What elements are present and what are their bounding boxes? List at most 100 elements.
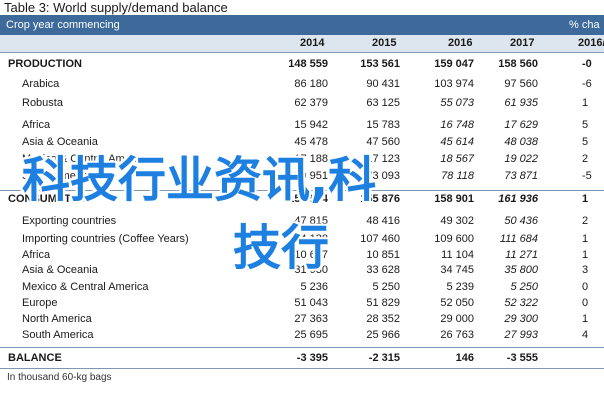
value-2014: 47 815 (294, 215, 328, 227)
row-label: South America (22, 329, 94, 341)
value-2014: 31 930 (294, 264, 328, 276)
value-2017: 61 935 (504, 97, 538, 109)
value-2017: 48 038 (504, 136, 538, 148)
value-2017: 19 022 (504, 153, 538, 165)
row-label: CONSUMPTION (8, 193, 91, 205)
value-2016: 18 567 (440, 153, 474, 165)
crop-year-label: Crop year commencing (6, 19, 120, 31)
value-2015: 63 125 (366, 97, 400, 109)
value-2016: 29 000 (440, 313, 474, 325)
value-2017: 29 300 (504, 313, 538, 325)
value-2015: 48 416 (366, 215, 400, 227)
value-2016: 49 302 (440, 215, 474, 227)
table-row: Africa 15 942 15 783 16 748 17 629 5 (0, 117, 604, 134)
value-2017: 17 629 (504, 119, 538, 131)
table-row: Mexico & Central America 17 188 17 123 1… (0, 151, 604, 168)
value-2014: 104 138 (288, 233, 328, 245)
value-2015: 33 628 (366, 264, 400, 276)
value-2015: 10 851 (366, 249, 400, 261)
table-row: Mexico & Central America 5 236 5 250 5 2… (0, 279, 604, 296)
row-label: Arabica (22, 78, 60, 90)
value-2016: 109 600 (434, 233, 474, 245)
value-2016: 26 763 (440, 329, 474, 341)
value-2017: 158 560 (498, 58, 538, 70)
footnote: In thousand 60-kg bags (7, 372, 112, 383)
value-2016: 159 047 (434, 58, 474, 70)
row-label: South America (22, 170, 94, 182)
table-row: North America 27 363 28 352 29 000 29 30… (0, 311, 604, 328)
value-2014: 86 180 (294, 78, 328, 90)
row-label: Asia & Oceania (22, 264, 98, 276)
value-2016: 5 239 (446, 281, 474, 293)
production-total-row: PRODUCTION 148 559 153 561 159 047 158 5… (0, 56, 604, 73)
value-pct: 2 (582, 215, 589, 227)
value-2015: 15 783 (366, 119, 400, 131)
value-2015: 25 966 (366, 329, 400, 341)
row-label: Asia & Oceania (22, 136, 98, 148)
value-2016: 78 118 (441, 170, 474, 182)
row-label: PRODUCTION (8, 58, 82, 70)
table-row: South America 69 951 73 093 78 118 73 87… (0, 168, 604, 185)
table-row: Asia & Oceania 45 478 47 560 45 614 48 0… (0, 134, 604, 151)
value-2016: 158 901 (434, 193, 474, 205)
value-2016: 52 050 (440, 297, 474, 309)
value-pct: 4 (582, 329, 589, 341)
value-2017: 111 684 (499, 233, 538, 245)
value-2016: 45 614 (440, 136, 474, 148)
value-2017: 73 871 (504, 170, 538, 182)
year-2014: 2014 (300, 37, 325, 49)
value-pct: 0 (582, 281, 589, 293)
table-row: South America 25 695 25 966 26 763 27 99… (0, 327, 604, 344)
table-row: Africa 10 687 10 851 11 104 11 271 1 (0, 247, 604, 264)
value-2014: 69 951 (294, 170, 328, 182)
year-2016: 2016 (448, 37, 473, 49)
value-pct: -0 (582, 58, 592, 70)
value-2017: 50 436 (504, 215, 538, 227)
value-2014: 45 478 (294, 136, 328, 148)
value-pct: 5 (582, 119, 589, 131)
value-2015: -2 315 (368, 352, 400, 364)
value-pct: -5 (582, 170, 592, 182)
value-2017: -3 555 (506, 352, 538, 364)
value-2017: 161 936 (498, 193, 538, 205)
table-row: Robusta 62 379 63 125 55 073 61 935 1 (0, 95, 604, 112)
row-label: Africa (22, 249, 51, 261)
value-2014: 151 954 (288, 193, 328, 205)
value-2015: 153 561 (360, 58, 400, 70)
table-title: Table 3: World supply/demand balance (4, 0, 228, 15)
value-2014: 51 043 (294, 297, 328, 309)
value-2017: 97 560 (504, 78, 538, 90)
table-row: Importing countries (Coffee Years) 104 1… (0, 231, 604, 248)
row-label: Mexico & Central America (22, 281, 149, 293)
value-2015: 51 829 (366, 297, 400, 309)
value-pct: 1 (582, 193, 589, 205)
value-2015: 73 093 (366, 170, 400, 182)
year-2015: 2015 (372, 37, 397, 49)
value-2017: 35 800 (504, 264, 538, 276)
table-row: Asia & Oceania 31 930 33 628 34 745 35 8… (0, 262, 604, 279)
year-2017: 2017 (510, 37, 535, 49)
year-header-row: 2014 2015 2016 2017 2016/ (0, 35, 604, 53)
value-pct: 1 (582, 233, 589, 245)
value-2014: 17 188 (294, 153, 328, 165)
value-2017: 52 322 (504, 297, 538, 309)
value-2014: 62 379 (294, 97, 328, 109)
pct-change-label: % cha (569, 19, 600, 31)
value-2017: 5 250 (510, 281, 538, 293)
value-2016: 55 073 (440, 97, 474, 109)
value-2014: 25 695 (294, 329, 328, 341)
value-2015: 17 123 (366, 153, 400, 165)
row-label: Importing countries (Coffee Years) (22, 233, 189, 245)
value-2016: 34 745 (440, 264, 474, 276)
value-2014: 10 687 (294, 249, 328, 261)
pct-year: 2016/ (578, 37, 604, 49)
value-pct: 5 (582, 136, 589, 148)
value-2014: -3 395 (296, 352, 328, 364)
row-label: North America (22, 313, 92, 325)
value-2016: 103 974 (434, 78, 474, 90)
value-pct: 0 (582, 297, 589, 309)
value-2014: 15 942 (294, 119, 328, 131)
row-label: Exporting countries (22, 215, 117, 227)
value-pct: 2 (582, 153, 589, 165)
table-row: Arabica 86 180 90 431 103 974 97 560 -6 (0, 76, 604, 93)
